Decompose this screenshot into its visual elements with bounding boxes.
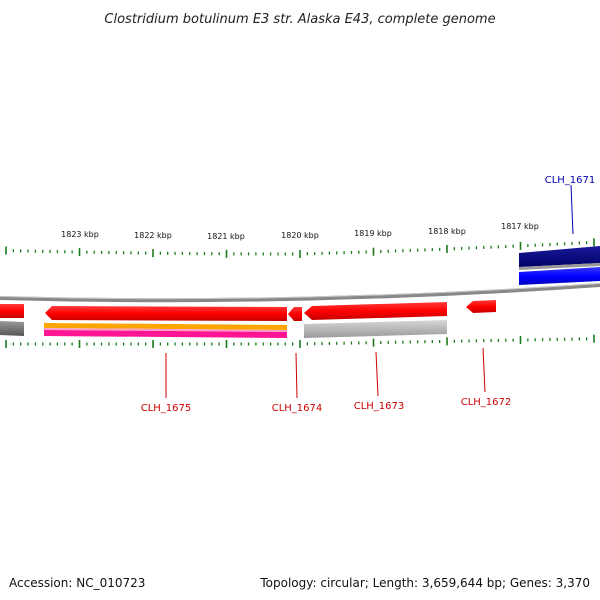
gene-clh-1672[interactable] xyxy=(466,300,496,313)
gene-clh-1673[interactable] xyxy=(304,302,447,320)
gene-label-clh-1673[interactable]: CLH_1673 xyxy=(354,401,405,412)
feature-gray-band xyxy=(304,320,447,338)
gene-label-clh-1674[interactable]: CLH_1674 xyxy=(272,403,323,414)
gene-clh-1675[interactable] xyxy=(45,306,287,321)
gene-clh-1674[interactable] xyxy=(288,307,302,321)
feature-magenta-band xyxy=(44,330,287,338)
scale-label-1819: 1819 kbp xyxy=(354,229,392,238)
gene-left-edge[interactable] xyxy=(0,304,24,318)
scale-label-1818: 1818 kbp xyxy=(428,227,466,236)
secondary-tracks xyxy=(0,320,447,338)
genome-backbone xyxy=(0,283,600,303)
scale-labels: 1823 kbp 1822 kbp 1821 kbp 1820 kbp 1819… xyxy=(61,222,539,241)
genome-backbone-highlight xyxy=(0,283,600,300)
reverse-strand-track xyxy=(0,300,496,321)
feature-left-dark xyxy=(0,321,24,336)
gene-label-clh-1675[interactable]: CLH_1675 xyxy=(141,403,192,414)
leader-clh-1672 xyxy=(482,347,486,393)
forward-strand-track xyxy=(519,246,600,285)
feature-navy-track xyxy=(519,246,600,267)
scale-label-1817: 1817 kbp xyxy=(501,222,539,231)
gene-label-clh-1671[interactable]: CLH_1671 xyxy=(545,175,596,186)
leader-clh-1671 xyxy=(570,184,574,235)
map-title: Clostridium botulinum E3 str. Alaska E43… xyxy=(104,12,495,27)
gene-labels: CLH_1671 CLH_1672 CLH_1673 CLH_1674 CLH_… xyxy=(141,175,596,414)
scale-label-1821: 1821 kbp xyxy=(207,232,245,241)
feature-gray-thin xyxy=(519,263,600,270)
gene-label-clh-1672[interactable]: CLH_1672 xyxy=(461,397,512,408)
scale-label-1823: 1823 kbp xyxy=(61,230,99,239)
scale-ticks xyxy=(5,238,595,348)
feature-orange-band xyxy=(44,323,287,330)
scale-label-1822: 1822 kbp xyxy=(134,231,172,240)
leader-clh-1673 xyxy=(375,351,379,397)
gene-leader-lines xyxy=(165,184,574,399)
feature-pink-band xyxy=(44,328,287,332)
leader-clh-1674 xyxy=(295,352,298,399)
accession-text: Accession: NC_010723 xyxy=(9,576,146,590)
gene-clh-1671[interactable] xyxy=(519,267,600,285)
scale-label-1820: 1820 kbp xyxy=(281,231,319,240)
topology-text: Topology: circular; Length: 3,659,644 bp… xyxy=(260,576,590,590)
